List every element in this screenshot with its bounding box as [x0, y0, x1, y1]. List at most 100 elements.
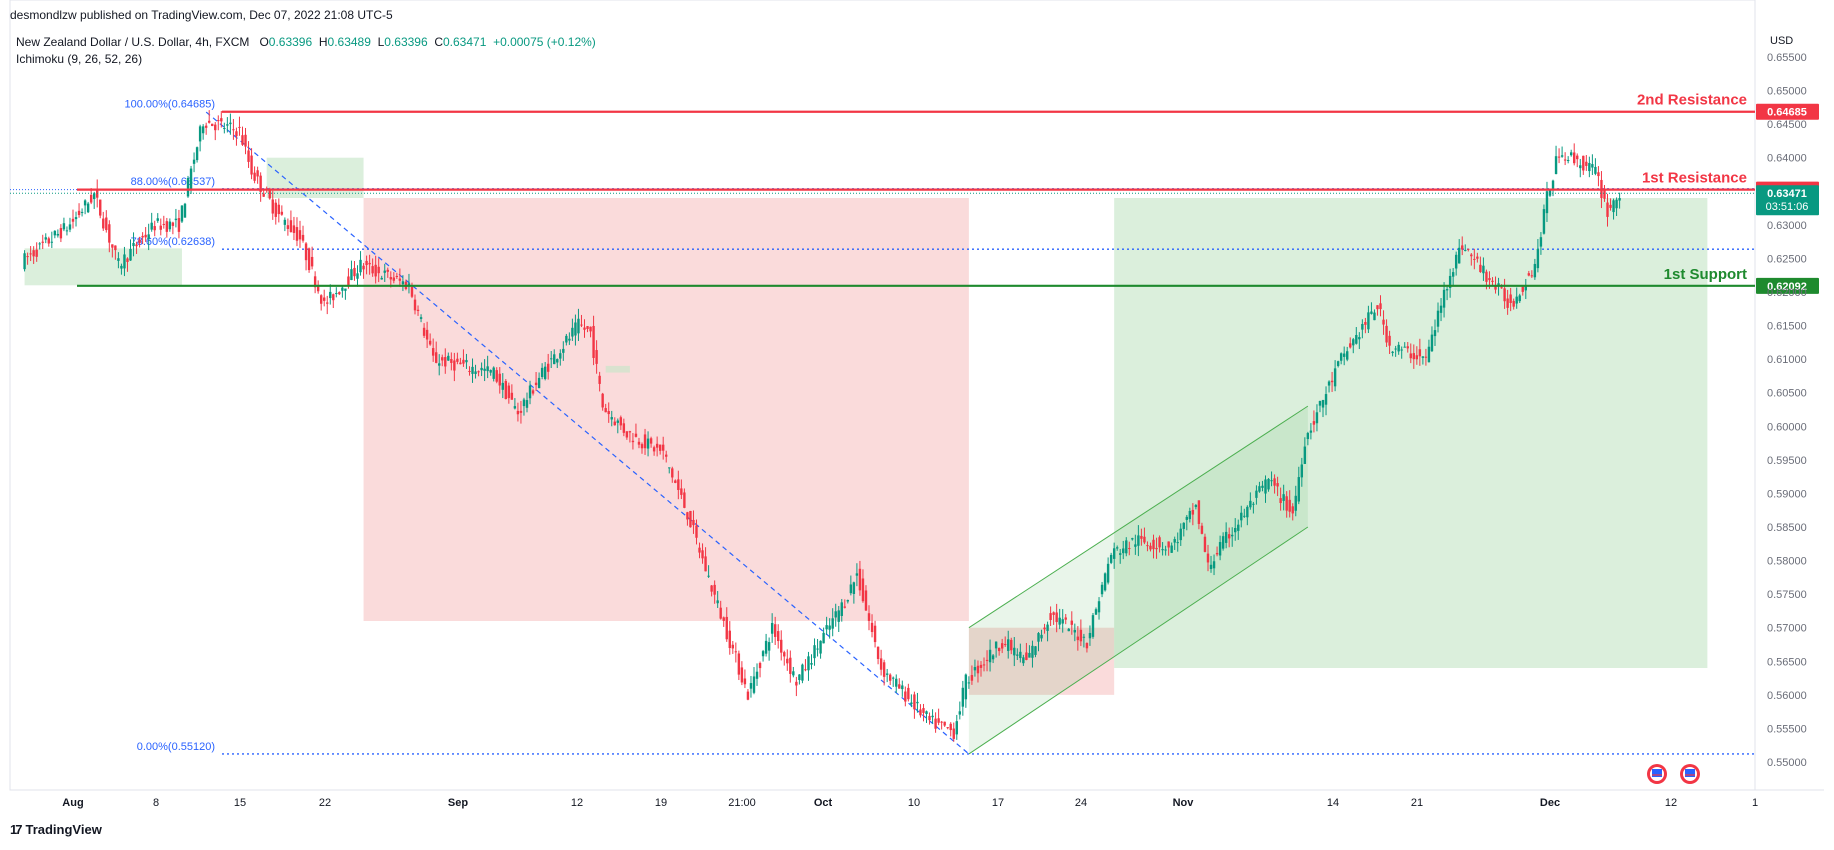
candle[interactable] — [758, 663, 762, 669]
candle[interactable] — [1052, 612, 1055, 615]
candle[interactable] — [1327, 381, 1331, 386]
candle[interactable] — [843, 606, 846, 608]
candle[interactable] — [531, 390, 535, 394]
candle[interactable] — [1264, 479, 1267, 494]
candle[interactable] — [574, 322, 577, 336]
candle[interactable] — [1173, 539, 1176, 543]
candle[interactable] — [1212, 561, 1216, 569]
candle[interactable] — [1215, 552, 1219, 555]
candle[interactable] — [1403, 346, 1406, 348]
candle[interactable] — [577, 318, 580, 334]
candle[interactable] — [1415, 355, 1419, 360]
candle[interactable] — [510, 392, 514, 400]
candle[interactable] — [592, 325, 595, 358]
candle[interactable] — [1013, 647, 1016, 656]
candle[interactable] — [401, 281, 405, 285]
candle[interactable] — [262, 193, 265, 197]
candle[interactable] — [1494, 285, 1497, 290]
candle[interactable] — [707, 575, 710, 577]
candle[interactable] — [1291, 506, 1294, 514]
candle[interactable] — [1512, 300, 1515, 307]
candle[interactable] — [431, 348, 435, 356]
candle[interactable] — [519, 410, 523, 413]
candle[interactable] — [1058, 617, 1061, 625]
candle[interactable] — [537, 377, 541, 389]
candle[interactable] — [767, 642, 771, 651]
chart-canvas[interactable]: 100.00%(0.64685) 88.00%(0.63537) 78.60%(0.… — [0, 0, 1834, 820]
candle[interactable] — [1515, 296, 1518, 304]
tradingview-logo[interactable]: 17 TradingView — [10, 822, 102, 837]
candle[interactable] — [643, 434, 647, 449]
candle[interactable] — [616, 420, 619, 423]
candle[interactable] — [601, 393, 604, 408]
candle[interactable] — [825, 625, 828, 630]
candle[interactable] — [686, 512, 689, 520]
candle[interactable] — [565, 335, 568, 343]
candle[interactable] — [982, 664, 986, 666]
candle[interactable] — [1288, 499, 1291, 512]
candle[interactable] — [192, 159, 196, 164]
candle[interactable] — [126, 258, 129, 262]
candle[interactable] — [174, 218, 178, 221]
candle[interactable] — [652, 447, 656, 452]
candle[interactable] — [1524, 285, 1527, 291]
candle[interactable] — [1542, 209, 1546, 234]
candle[interactable] — [62, 223, 66, 230]
candle[interactable] — [416, 309, 420, 311]
candle[interactable] — [761, 651, 765, 657]
candle[interactable] — [916, 701, 919, 704]
candle[interactable] — [1221, 536, 1225, 549]
candle[interactable] — [628, 431, 632, 433]
candle[interactable] — [610, 417, 613, 420]
candle[interactable] — [786, 658, 789, 664]
candle[interactable] — [928, 715, 931, 721]
candle[interactable] — [359, 259, 362, 273]
candle[interactable] — [329, 291, 332, 299]
candle[interactable] — [1333, 368, 1337, 387]
candle[interactable] — [731, 644, 735, 649]
candle[interactable] — [223, 128, 226, 130]
candle[interactable] — [1273, 478, 1276, 486]
candle[interactable] — [1158, 537, 1161, 548]
candle[interactable] — [1040, 634, 1043, 639]
candle[interactable] — [217, 120, 220, 122]
candle[interactable] — [1597, 172, 1600, 177]
candle[interactable] — [819, 640, 822, 654]
candle[interactable] — [534, 382, 538, 386]
candle[interactable] — [59, 228, 63, 239]
candle[interactable] — [462, 359, 465, 364]
candle[interactable] — [335, 293, 338, 295]
candle[interactable] — [1134, 544, 1137, 547]
candle[interactable] — [492, 367, 495, 379]
candle[interactable] — [323, 297, 326, 301]
candle[interactable] — [837, 610, 840, 622]
candle[interactable] — [1355, 334, 1358, 344]
candle[interactable] — [1179, 528, 1182, 541]
candle[interactable] — [292, 225, 296, 233]
candle[interactable] — [419, 317, 423, 319]
candle[interactable] — [619, 417, 623, 426]
candle[interactable] — [201, 126, 205, 134]
candle[interactable] — [1306, 433, 1310, 440]
candle[interactable] — [434, 352, 438, 363]
candle[interactable] — [1146, 545, 1149, 547]
candle[interactable] — [259, 175, 262, 192]
candle[interactable] — [241, 135, 244, 145]
candle[interactable] — [1097, 601, 1101, 613]
candle[interactable] — [1439, 305, 1443, 313]
candle[interactable] — [50, 241, 54, 243]
candle[interactable] — [165, 221, 169, 232]
candle[interactable] — [283, 219, 287, 225]
candle[interactable] — [53, 230, 57, 236]
candle[interactable] — [207, 120, 211, 123]
candle[interactable] — [1010, 639, 1013, 651]
candle[interactable] — [556, 359, 559, 363]
candle[interactable] — [1612, 200, 1615, 213]
candle[interactable] — [1164, 549, 1167, 551]
candle[interactable] — [1364, 321, 1367, 325]
candle[interactable] — [180, 205, 184, 222]
candle[interactable] — [1379, 303, 1382, 310]
candle[interactable] — [1016, 654, 1019, 656]
candle[interactable] — [92, 193, 96, 200]
candle[interactable] — [988, 649, 992, 663]
